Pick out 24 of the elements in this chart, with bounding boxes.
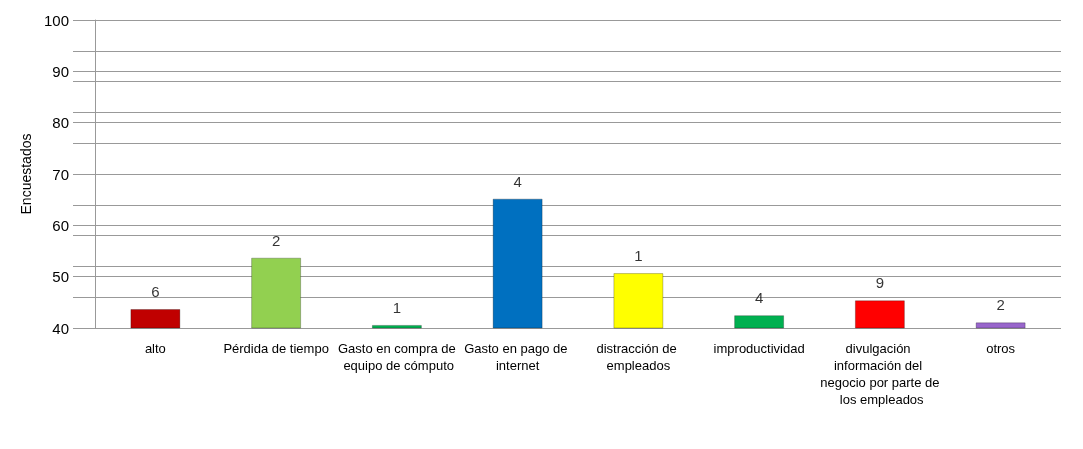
annotation: 9	[875, 274, 885, 292]
x-tick-label: Gasto en compra de equipo de cómputo	[337, 341, 456, 373]
y-tick-label: 80	[52, 114, 69, 132]
x-tick-label: Gasto en pago de internet	[464, 341, 572, 373]
y-tick-label: 90	[52, 62, 69, 80]
x-tick-label: Pérdida de tiempo	[223, 341, 329, 356]
y-axis-title: Encuestados	[18, 133, 34, 215]
y-tick-label: 70	[52, 165, 69, 183]
x-tick-label: otros	[986, 341, 1016, 356]
y-tick-label: 60	[52, 216, 69, 234]
annotation: 6	[151, 283, 160, 301]
x-tick-label: alto	[144, 341, 166, 356]
annotation: 1	[634, 247, 643, 265]
y-tick-label: 100	[43, 11, 69, 29]
x-tick-label: distracción de empleados	[596, 341, 681, 373]
y-tick-label: 40	[52, 319, 69, 337]
annotation: 2	[271, 231, 281, 249]
x-tick-label: improductividad	[713, 341, 805, 356]
annotation: 4	[513, 172, 522, 190]
y-tick-label: 50	[52, 268, 69, 286]
annotation: 1	[392, 298, 402, 316]
annotation: 2	[996, 296, 1005, 314]
x-tick-label: divulgación información del negocio por parte de los empleados	[820, 341, 940, 407]
annotation: 4	[754, 289, 764, 307]
